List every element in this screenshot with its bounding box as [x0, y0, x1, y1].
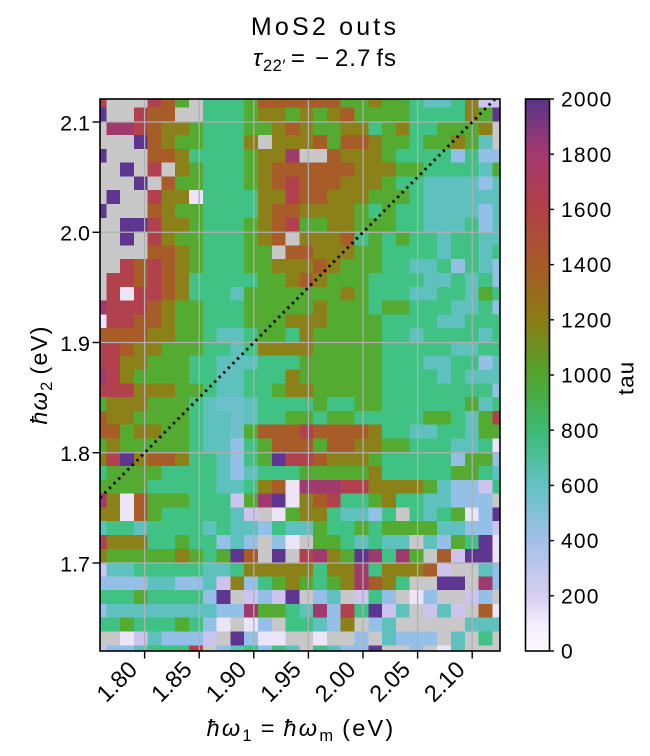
svg-text:2000: 2000: [561, 89, 613, 112]
svg-text:1.8: 1.8: [60, 442, 90, 466]
svg-text:ħω2 (eV): ħω2 (eV): [26, 325, 56, 424]
svg-text:1000: 1000: [561, 365, 613, 388]
svg-text:1.9: 1.9: [60, 332, 90, 356]
svg-text:1.7: 1.7: [60, 552, 90, 576]
svg-text:1800: 1800: [561, 144, 613, 167]
svg-text:2.0: 2.0: [60, 222, 90, 246]
svg-text:MoS2 outs: MoS2 outs: [251, 13, 399, 41]
svg-text:800: 800: [561, 420, 600, 443]
svg-text:200: 200: [561, 585, 600, 608]
svg-text:2.1: 2.1: [60, 111, 90, 135]
svg-text:τ22′=−2.7fs: τ22′ = −2.7 fs: [253, 45, 397, 75]
svg-text:1400: 1400: [561, 254, 613, 277]
svg-text:0: 0: [561, 641, 574, 664]
svg-text:1600: 1600: [561, 199, 613, 222]
svg-text:1200: 1200: [561, 309, 613, 332]
svg-text:600: 600: [561, 475, 600, 498]
svg-text:ħω1 = ħωm (eV): ħω1 = ħωm (eV): [207, 715, 396, 745]
svg-text:400: 400: [561, 530, 600, 553]
svg-text:tau: tau: [614, 361, 639, 395]
